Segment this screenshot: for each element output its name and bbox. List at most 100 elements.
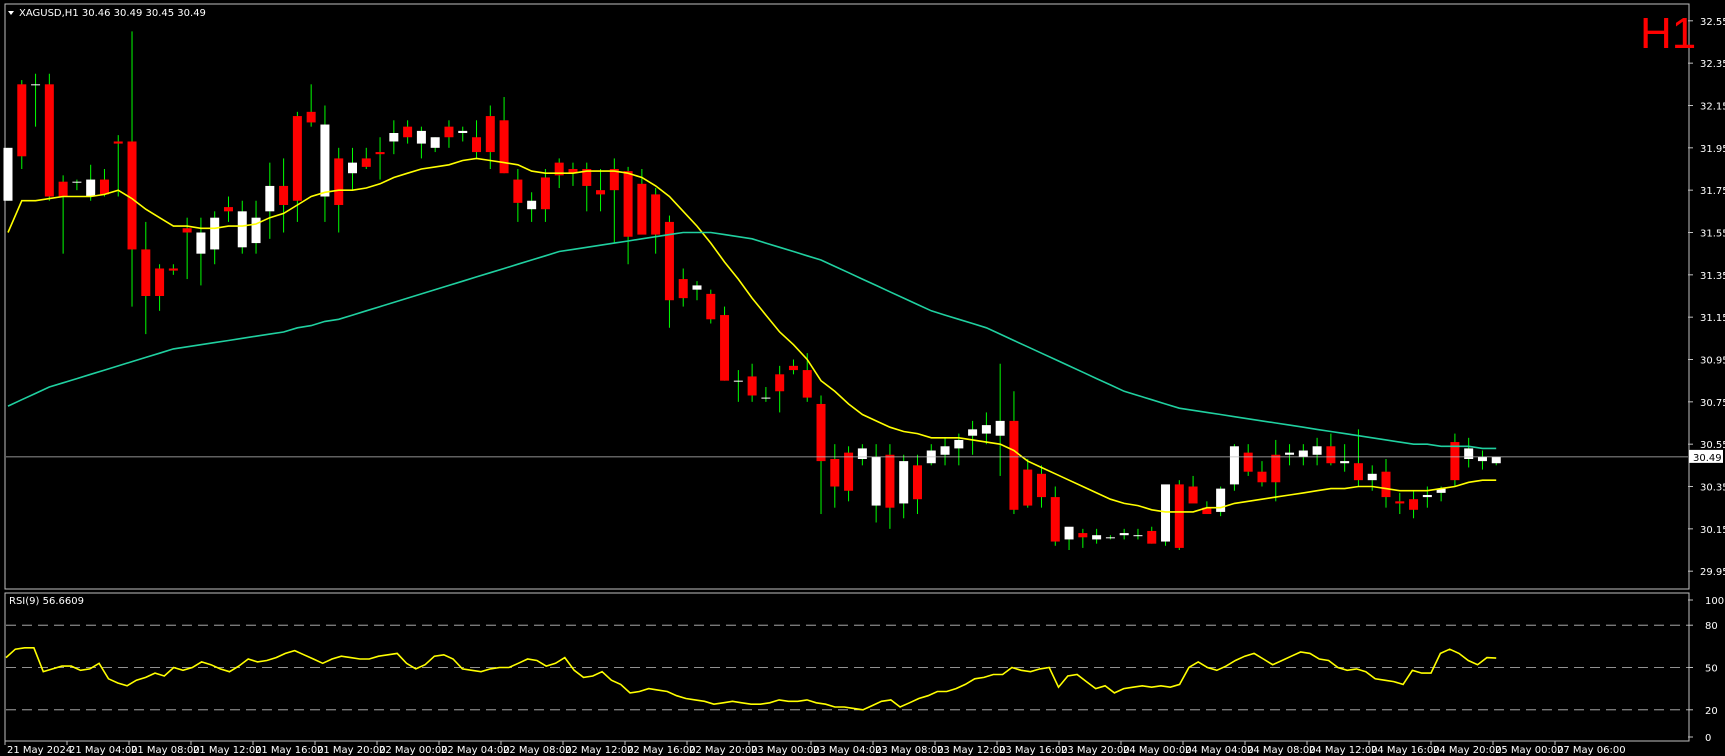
rsi-tick-label: 0 [1705,733,1711,744]
bull-candle-body [237,211,247,248]
time-tick-label: 24 May 16:00 [1371,745,1440,756]
candle [1216,486,1226,517]
candle [1340,444,1350,472]
bull-candle-body [348,162,357,174]
bull-candle-body [1105,537,1115,539]
candle [1477,450,1487,470]
time-tick-label: 22 May 12:00 [565,745,634,756]
candle [954,433,964,466]
bear-candle-body [182,228,192,233]
candle [1147,526,1157,544]
price-tick-label: 32.35 [1700,59,1725,70]
bull-candle-body [1229,446,1239,485]
time-tick-label: 24 May 00:00 [1123,745,1192,756]
bull-candle-body [899,461,909,504]
candle [292,111,302,222]
current-price-tag-label: 30.49 [1693,453,1722,464]
bull-candle-body [416,130,426,144]
main-pane-border [4,3,1690,590]
candle [44,73,54,201]
candle [857,444,867,466]
bear-candle-body [1381,471,1391,498]
candle [968,420,978,455]
bear-candle-body [1395,501,1405,504]
rsi-tick-label: 100 [1705,596,1724,607]
time-tick-label: 23 May 16:00 [999,745,1068,756]
bull-candle-body [3,147,13,201]
bear-candle-body [306,111,316,123]
bear-candle-body [1023,469,1033,506]
candle [403,120,413,144]
bear-candle-body [279,185,289,205]
candle [747,363,757,402]
bear-candle-body [403,126,413,138]
candle [58,175,68,254]
bear-candle-body [912,465,922,500]
candle [733,370,743,402]
candle [458,126,468,142]
bear-candle-body [17,84,27,157]
bear-candle-body [609,168,619,191]
candle [155,264,165,311]
bull-candle-body [733,380,743,382]
candle [1133,528,1143,540]
candle [527,192,537,222]
candle [416,126,426,159]
candle [1064,526,1074,551]
price-tick-label: 29.95 [1700,567,1725,578]
bear-candle-body [168,268,178,271]
bear-candle-body [1009,420,1019,510]
time-tick-label: 22 May 20:00 [689,745,758,756]
bull-candle-body [389,133,399,142]
bear-candle-body [885,454,895,508]
time-tick-label: 23 May 20:00 [1061,745,1130,756]
bear-candle-body [499,120,509,174]
chart-menu-triangle-icon[interactable] [8,11,14,15]
candle [761,387,771,402]
candle [623,166,633,265]
time-tick-label: 22 May 00:00 [379,745,448,756]
bull-candle-body [1477,456,1487,462]
bull-candle-body [251,217,261,244]
time-tick-label: 24 May 20:00 [1433,745,1502,756]
time-tick-label: 22 May 16:00 [627,745,696,756]
bull-candle-body [692,285,702,290]
bear-candle-body [596,190,606,195]
candle [1174,480,1184,551]
candle [1326,433,1336,466]
ma-slow-line [7,231,1497,450]
bear-candle-body [375,152,385,155]
candle [17,80,27,169]
bull-candle-body [1464,448,1474,459]
candle [885,444,895,529]
price-tick-label: 31.55 [1700,228,1725,239]
bear-candle-body [1147,530,1157,544]
bear-candle-body [816,403,826,462]
candle [1105,535,1115,540]
time-tick-label: 21 May 12:00 [193,745,262,756]
candle [99,168,109,197]
candle [1050,486,1060,546]
candle [72,179,82,191]
time-tick-label: 23 May 04:00 [813,745,882,756]
candle [899,454,909,519]
bear-candle-body [141,249,151,296]
time-tick-label: 21 May 08:00 [131,745,200,756]
current-price-tag [1689,449,1723,463]
bull-candle-body [995,420,1005,436]
bull-candle-body [1119,533,1129,536]
price-tick-label: 30.35 [1700,483,1725,494]
bull-candle-body [761,397,771,399]
candle [568,162,578,186]
bull-candle-body [1367,473,1377,481]
bull-candle-body [1064,526,1074,540]
candle [1312,437,1322,466]
candle [444,120,454,148]
candle [802,353,812,402]
candle [609,158,619,244]
candle [472,120,482,159]
bull-candle-body [265,185,275,212]
time-tick-label: 23 May 08:00 [875,745,944,756]
